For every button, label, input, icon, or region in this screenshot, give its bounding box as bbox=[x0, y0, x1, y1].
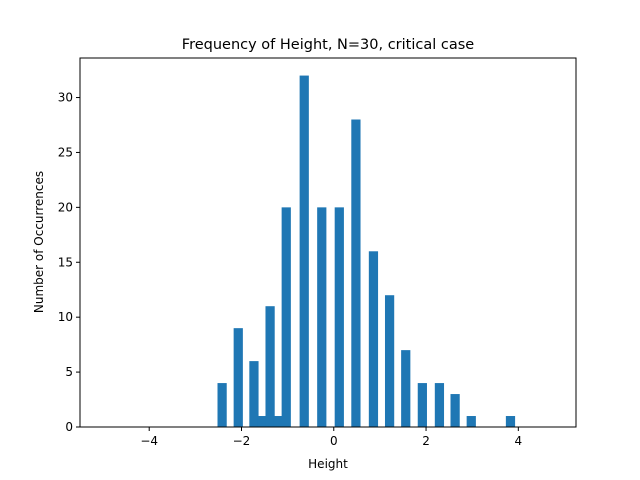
histogram-bar bbox=[299, 75, 309, 427]
histogram-bar bbox=[505, 416, 516, 427]
y-tick-label: 20 bbox=[58, 200, 73, 214]
histogram-bar bbox=[401, 350, 411, 428]
y-tick-label: 0 bbox=[65, 420, 73, 434]
histogram-bar bbox=[317, 207, 327, 427]
histogram-bar bbox=[434, 383, 445, 427]
histogram-bar bbox=[417, 383, 427, 427]
plot-frame bbox=[79, 57, 577, 428]
histogram-bar bbox=[273, 416, 283, 427]
histogram-bar bbox=[265, 306, 275, 427]
histogram-bar bbox=[384, 295, 395, 427]
y-ticks: 0 5 10 15 20 25 30 bbox=[58, 91, 80, 434]
x-tick-label: −2 bbox=[233, 434, 251, 448]
x-tick-label: 0 bbox=[330, 434, 338, 448]
y-tick-label: 5 bbox=[65, 365, 73, 379]
histogram-bar bbox=[466, 416, 476, 427]
histogram-bar bbox=[217, 383, 227, 427]
y-tick-label: 30 bbox=[58, 91, 73, 105]
histogram-bar bbox=[351, 119, 361, 427]
axes-frame bbox=[79, 57, 577, 428]
histogram-bar bbox=[368, 251, 379, 427]
x-tick-label: 2 bbox=[422, 434, 430, 448]
histogram-bar bbox=[257, 416, 267, 427]
histogram-bar bbox=[450, 394, 460, 427]
histogram-bar bbox=[281, 207, 291, 427]
x-axis-label: Height bbox=[308, 457, 348, 471]
bars-layer bbox=[217, 75, 516, 428]
chart-title: Frequency of Height, N=30, critical case bbox=[182, 37, 475, 53]
y-tick-label: 25 bbox=[58, 145, 73, 159]
y-axis-label: Number of Occurrences bbox=[32, 171, 46, 313]
x-tick-label: 4 bbox=[515, 434, 523, 448]
histogram-bar bbox=[233, 328, 243, 427]
y-tick-label: 10 bbox=[58, 310, 73, 324]
histogram-bar bbox=[334, 207, 344, 427]
x-tick-label: −4 bbox=[140, 434, 158, 448]
x-ticks: −4 −2 0 2 4 bbox=[140, 427, 522, 448]
y-tick-label: 15 bbox=[58, 255, 73, 269]
histogram-bar bbox=[249, 361, 259, 427]
